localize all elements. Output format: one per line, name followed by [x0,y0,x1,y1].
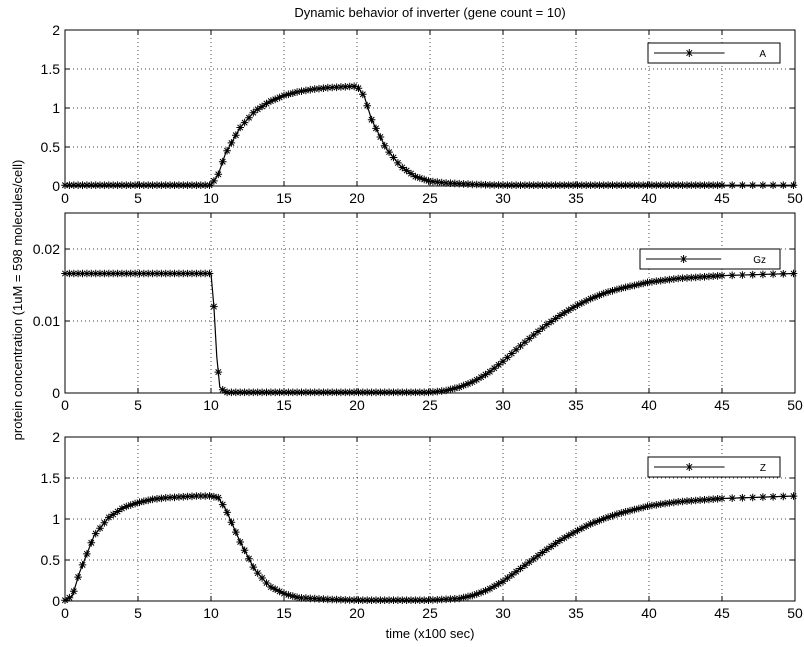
x-tick-label: 15 [276,605,292,621]
x-tick-label: 20 [349,397,365,413]
legend-label: A [759,49,766,60]
y-tick-label: 0 [52,593,60,609]
x-tick-label: 0 [61,605,69,621]
y-tick-label: 1 [52,511,60,527]
y-tick-label: 0.5 [41,139,61,155]
x-tick-label: 30 [495,397,511,413]
y-tick-label: 0 [52,385,60,401]
series-markers-gz [61,269,798,397]
x-tick-label: 45 [714,397,730,413]
x-tick-label: 15 [276,397,292,413]
x-tick-label: 25 [422,190,438,206]
x-tick-label: 15 [276,190,292,206]
x-tick-label: 25 [422,605,438,621]
x-tick-label: 5 [134,605,142,621]
y-tick-label: 1.5 [41,61,61,77]
y-tick-label: 2 [52,22,60,38]
y-tick-label: 2 [52,429,60,445]
x-tick-label: 45 [714,605,730,621]
x-tick-label: 40 [641,397,657,413]
subplot-a: 0 5 10 15 20 25 30 35 40 45 50 0 0.5 1 1.5 2 A [41,22,803,206]
x-tick-label: 35 [568,397,584,413]
x-tick-label: 10 [203,397,219,413]
chart-title: Dynamic behavior of inverter (gene count… [294,5,565,20]
x-tick-label: 50 [787,605,803,621]
x-tick-label: 35 [568,605,584,621]
y-tick-label: 0.01 [33,313,60,329]
x-tick-label: 50 [787,397,803,413]
series-line-gz [65,272,796,393]
x-tick-label: 40 [641,605,657,621]
x-tick-label: 50 [787,190,803,206]
x-tick-label: 25 [422,397,438,413]
y-axis-label: protein concentration (1uM = 598 molecul… [10,160,25,441]
series-line-z [64,495,796,601]
y-tick-label: 1 [52,100,60,116]
legend-marker [685,49,694,57]
x-tick-label: 10 [203,605,219,621]
x-axis-label: time (x100 sec) [386,626,475,641]
legend-marker [679,255,688,263]
x-tick-label: 35 [568,190,584,206]
x-tick-label: 5 [134,190,142,206]
y-tick-label: 0.02 [33,241,60,257]
x-tick-label: 45 [714,190,730,206]
x-tick-label: 10 [203,190,219,206]
y-tick-label: 0.5 [41,552,61,568]
x-tick-label: 20 [349,605,365,621]
subplot-gz: 0 5 10 15 20 25 30 35 40 45 50 0 0.01 0.02 Gz [33,212,803,413]
subplot-z: 0 5 10 15 20 25 30 35 40 45 50 0 0.5 1 1.5 2 Z [41,429,803,621]
x-tick-label: 30 [495,190,511,206]
legend-label: Z [760,463,766,474]
x-tick-label: 0 [61,397,69,413]
legend-label: Gz [753,255,766,266]
legend-marker [685,463,694,471]
series-markers-z [61,492,798,604]
y-tick-label: 0 [52,178,60,194]
x-tick-label: 5 [134,397,142,413]
x-tick-label: 40 [641,190,657,206]
series-markers-a [61,82,798,189]
y-tick-label: 1.5 [41,470,61,486]
x-tick-label: 30 [495,605,511,621]
x-tick-label: 20 [349,190,365,206]
x-tick-label: 0 [61,190,69,206]
